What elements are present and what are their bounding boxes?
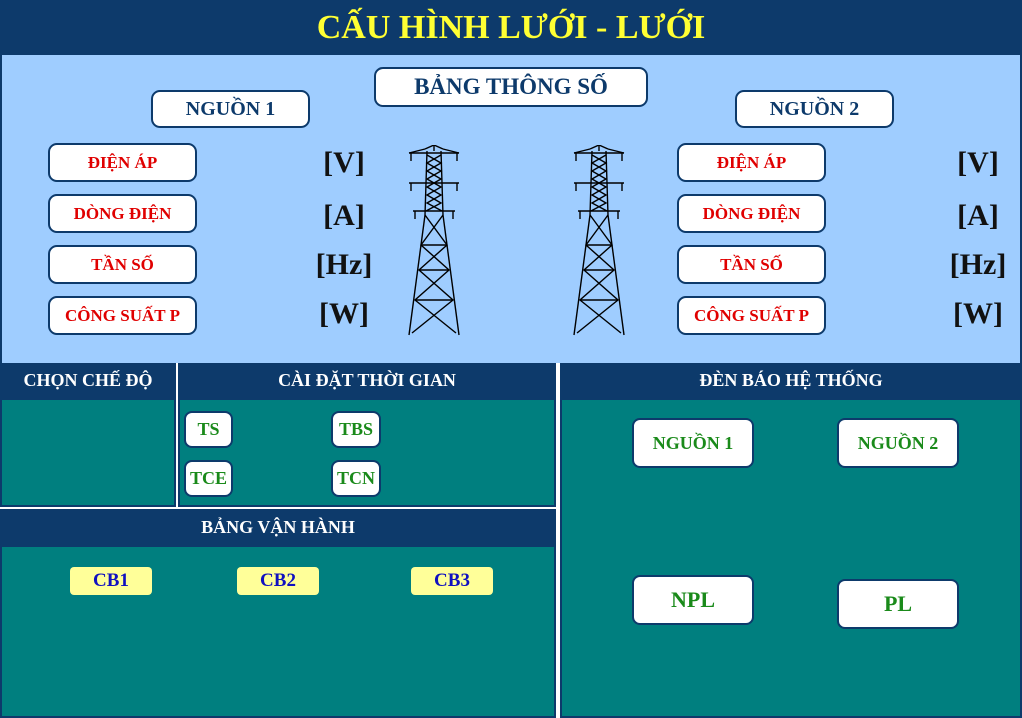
page-title: CẤU HÌNH LƯỚI - LƯỚI	[316, 9, 706, 46]
source1-voltage-label: ĐIỆN ÁP	[48, 143, 197, 182]
mode-panel	[0, 398, 176, 507]
title-bar: CẤU HÌNH LƯỚI - LƯỚI	[0, 0, 1022, 55]
source1-voltage-unit: [V]	[323, 146, 365, 179]
cb2-button[interactable]: CB2	[237, 567, 319, 595]
source1-frequency-unit: [Hz]	[315, 248, 373, 281]
source2-voltage-unit: [V]	[957, 146, 999, 179]
source2-label: NGUỒN 2	[735, 90, 894, 128]
tcn-button[interactable]: TCN	[331, 460, 381, 497]
source1-power-label: CÔNG SUẤT P	[48, 296, 197, 335]
source2-frequency-unit: [Hz]	[949, 248, 1007, 281]
tbs-button[interactable]: TBS	[331, 411, 381, 448]
source2-current-unit: [A]	[957, 199, 999, 232]
source2-current-label: DÒNG ĐIỆN	[677, 194, 826, 233]
source2-power-label: CÔNG SUẤT P	[677, 296, 826, 335]
tce-button[interactable]: TCE	[184, 460, 233, 497]
transmission-tower-icon-1	[408, 145, 460, 336]
indicators-header: ĐÈN BÁO HỆ THỐNG	[560, 363, 1022, 398]
npl-indicator: NPL	[632, 575, 754, 625]
mode-header: CHỌN CHẾ ĐỘ	[0, 363, 176, 398]
cb3-button[interactable]: CB3	[411, 567, 493, 595]
operation-header: BẢNG VẬN HÀNH	[0, 509, 556, 545]
source2-voltage-label: ĐIỆN ÁP	[677, 143, 826, 182]
source1-indicator: NGUỒN 1	[632, 418, 754, 468]
source1-label: NGUỒN 1	[151, 90, 310, 128]
cb1-button[interactable]: CB1	[70, 567, 152, 595]
pl-indicator: PL	[837, 579, 959, 629]
source2-frequency-label: TẦN SỐ	[677, 245, 826, 284]
time-settings-header: CÀI ĐẶT THỜI GIAN	[178, 363, 556, 398]
source2-power-unit: [W]	[953, 297, 1003, 330]
source1-frequency-label: TẦN SỐ	[48, 245, 197, 284]
source2-indicator: NGUỒN 2	[837, 418, 959, 468]
params-title: BẢNG THÔNG SỐ	[374, 67, 648, 107]
source1-current-label: DÒNG ĐIỆN	[48, 194, 197, 233]
ts-button[interactable]: TS	[184, 411, 233, 448]
source1-power-unit: [W]	[319, 297, 369, 330]
transmission-tower-icon-2	[573, 145, 625, 336]
source1-current-unit: [A]	[323, 199, 365, 232]
